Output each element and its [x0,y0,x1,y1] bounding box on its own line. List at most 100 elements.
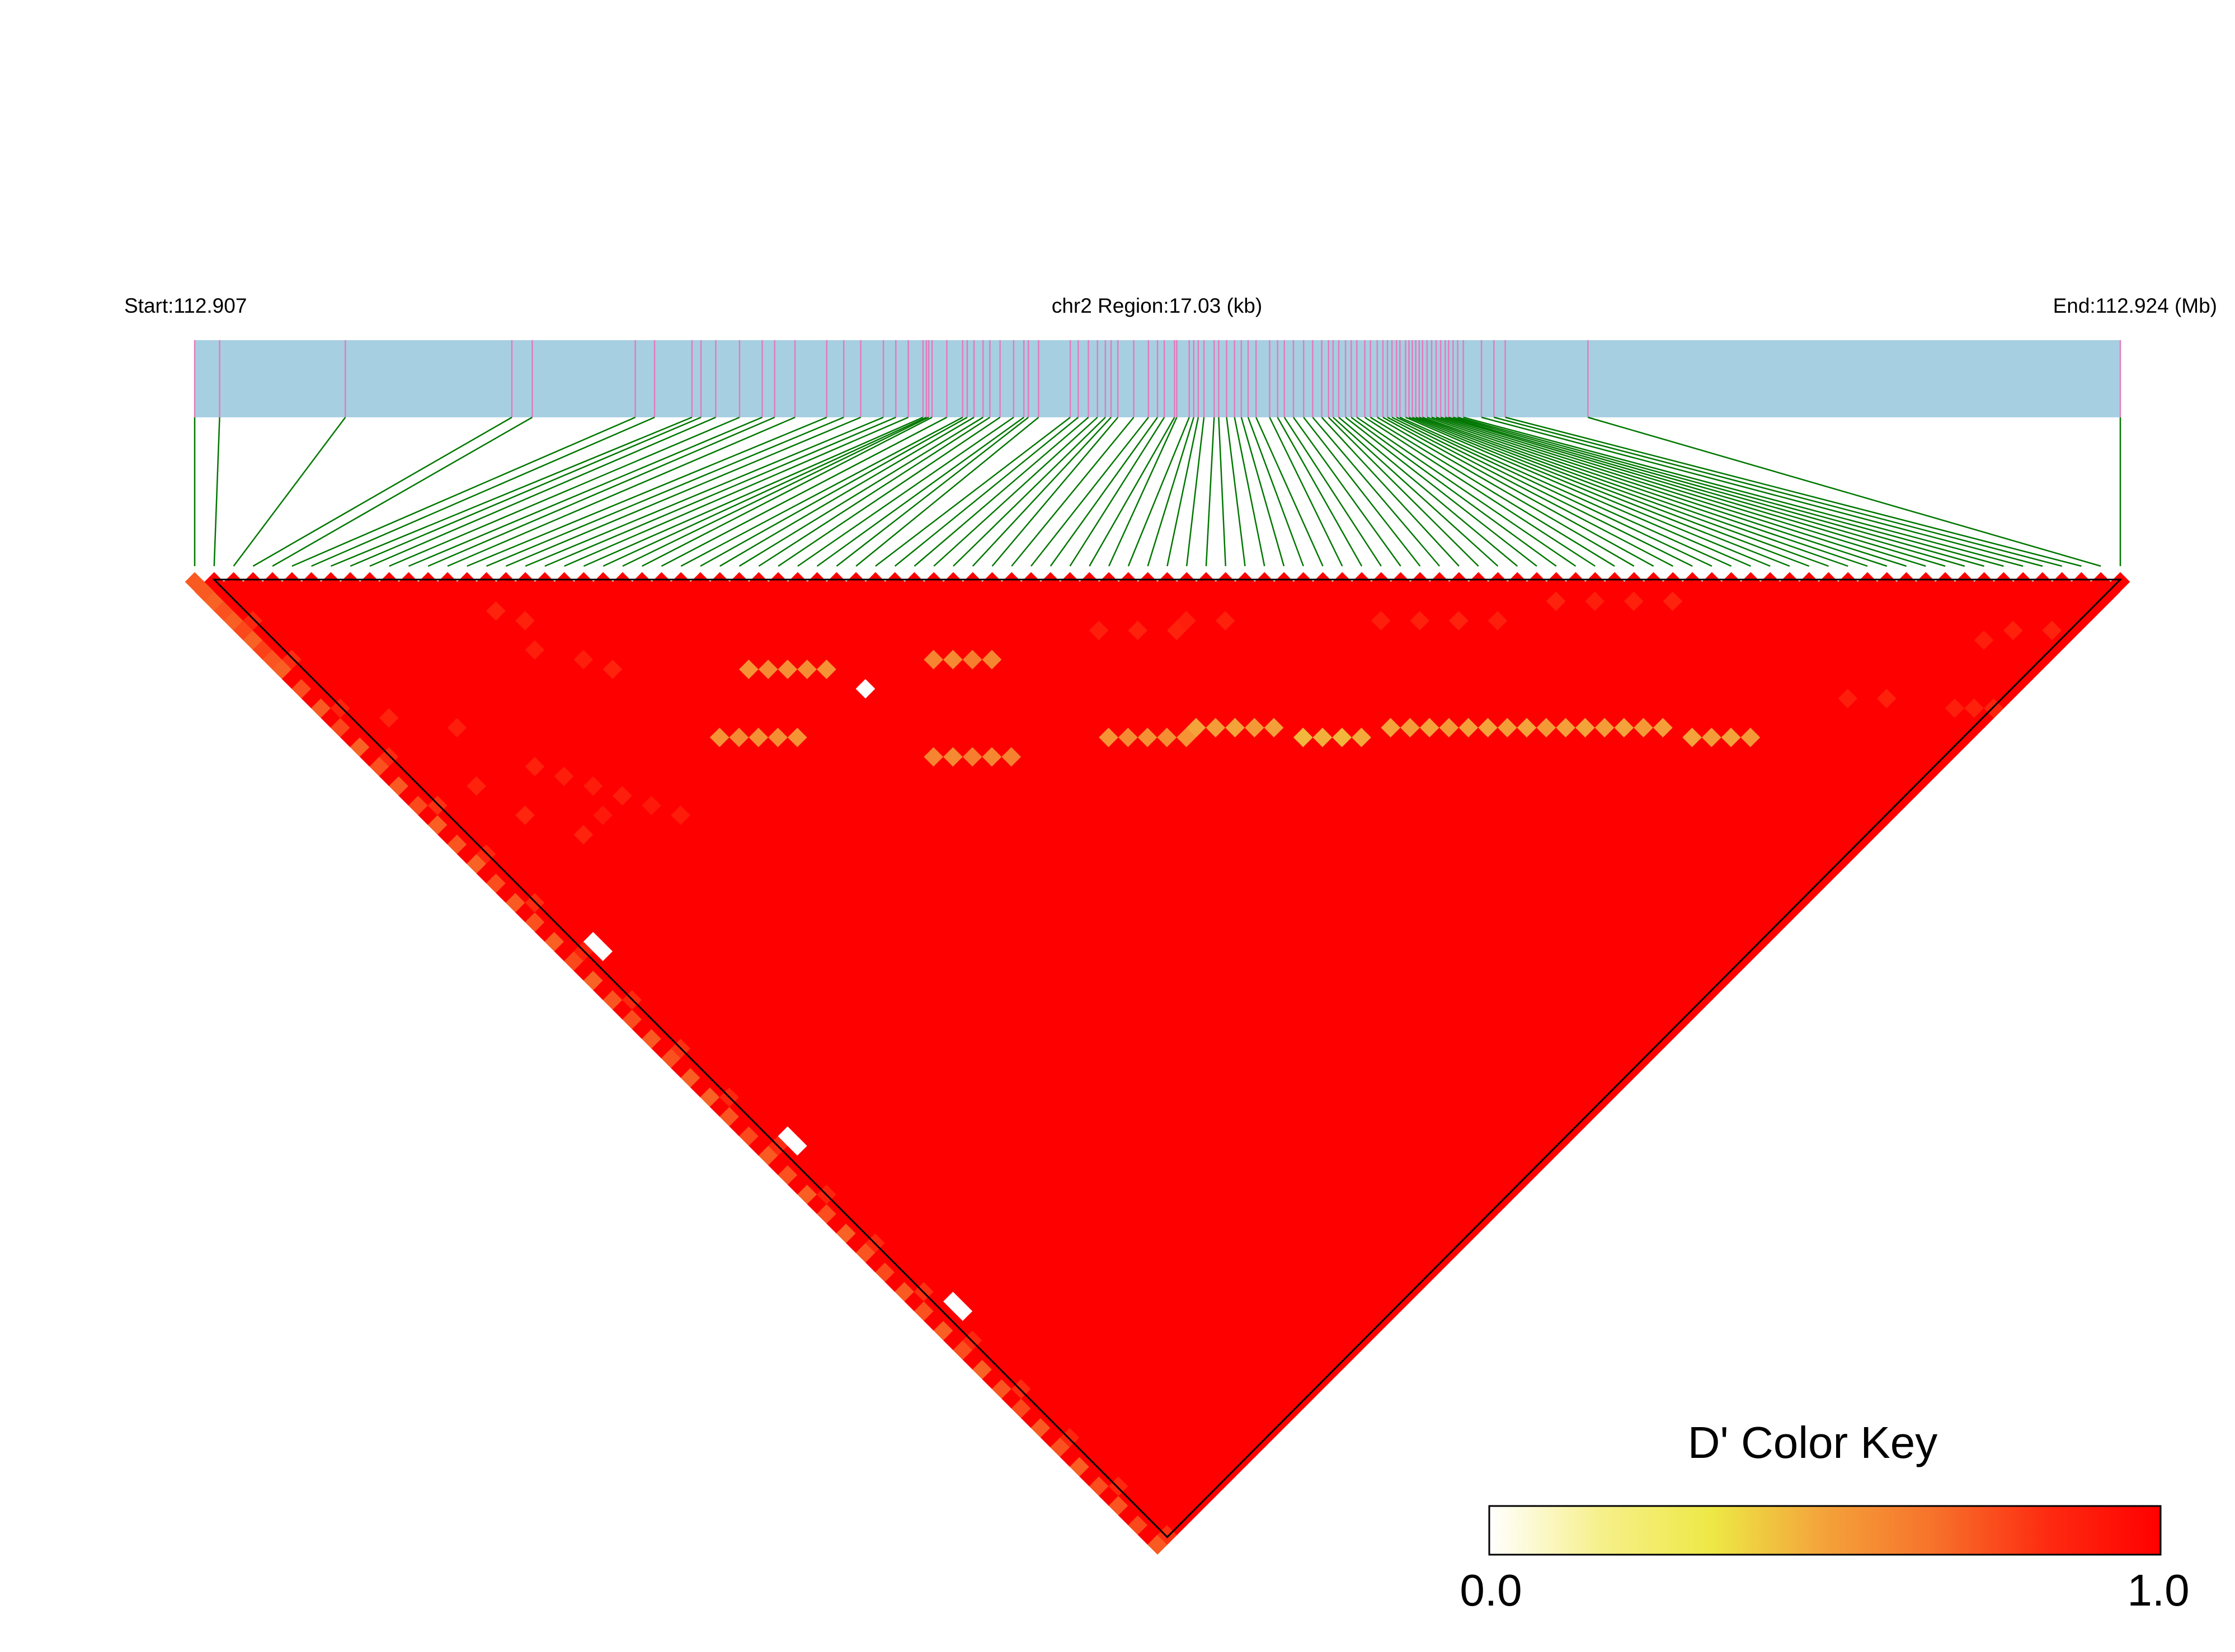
snp-connector [1391,416,1693,567]
snp-connector [642,416,933,567]
snp-connector [1127,417,1190,567]
snp-connector [933,417,1098,567]
snp-connector [330,416,693,567]
snp-connector [1166,417,1199,567]
snp-connector [953,417,1106,567]
snp-connector [350,416,702,567]
snp-connector [738,416,984,567]
snp-connector [233,417,346,567]
snp-connector [1269,417,1343,567]
snp-connector [1147,417,1194,567]
snp-connector [1226,417,1246,567]
snp-connector [1463,416,2024,567]
snp-connector [972,417,1112,567]
snp-connector [1351,416,1557,567]
snp-connector [778,416,1001,567]
snp-connector [525,416,884,567]
snp-connector [1011,417,1135,567]
snp-connector [1436,416,1907,567]
snp-connector [1405,416,1751,567]
snp-connector [467,416,827,567]
snp-connector [1431,416,1888,567]
snp-connector-group [194,416,2121,567]
snp-connector [816,416,1024,567]
snp-connector [1588,416,2101,567]
snp-connector [564,416,909,567]
snp-connector [1108,417,1178,567]
snp-connector [1332,417,1499,567]
snp-connector [719,416,975,567]
snp-connector [1234,417,1265,567]
snp-connector [389,416,740,567]
snp-connector [369,416,716,567]
snp-connector [1338,417,1518,567]
snp-connector [1422,416,1848,567]
snp-connector [1396,416,1712,567]
snp-connector [1505,416,2082,567]
snp-connector [427,416,775,567]
snp-connector [622,416,929,567]
snp-connector [1370,416,1615,567]
snp-connector [486,416,844,567]
region-label: chr2 Region:17.03 (kb) [1052,294,1262,317]
snp-connector [1050,417,1159,567]
snp-connector [1321,417,1460,567]
snp-connector [1185,417,1205,567]
snp-connector [1247,417,1304,567]
snp-connector [1494,416,2063,567]
snp-connector [447,416,796,567]
snp-connector [855,417,1039,567]
snp-connector [1453,416,1984,567]
snp-connector [836,417,1029,567]
snp-connector [252,416,512,567]
snp-connector [1382,416,1654,567]
snp-connector [1419,416,1829,567]
snp-connector [1283,417,1382,567]
snp-connector [311,416,655,567]
snp-connector [1240,417,1285,567]
snp-connector [1399,416,1732,567]
snp-connector [1255,417,1324,567]
snp-connector [272,416,533,567]
snp-connector [1412,416,1790,567]
snp-connector [797,416,1014,567]
snp-connector [1440,416,1926,567]
snp-connector [1292,417,1401,567]
snp-connector [1205,417,1215,567]
snp-connector [914,417,1089,567]
ld-cell-group [185,572,2130,1555]
snp-connector [1303,417,1421,567]
snp-tick-group [194,340,2121,417]
snp-connector [758,416,991,567]
snp-connector [1069,417,1165,567]
snp-connector [1427,416,1868,567]
snp-connector [1457,416,2004,567]
snp-connector [680,416,963,567]
snp-connector [1387,416,1673,567]
snp-connector [213,417,220,567]
snp-connector [1444,416,1946,567]
snp-connector [894,417,1079,567]
snp-connector [1415,416,1810,567]
snp-connector [1481,416,2043,567]
snp-connector [991,417,1119,567]
snp-connector [1218,417,1226,567]
snp-connector [1089,417,1175,567]
snp-connector [291,416,636,567]
end-label: End:112.924 (Mb) [2053,294,2217,317]
snp-connector [661,416,947,567]
snp-connector [505,416,862,567]
snp-connector [408,416,763,567]
snp-connector [1448,416,1965,567]
snp-connector [1345,417,1537,567]
snp-connector [1328,417,1479,567]
snp-connector [583,416,924,567]
snp-connector [875,417,1071,567]
snp-connector [1031,417,1149,567]
snp-connector [603,416,927,567]
snp-connector [1377,416,1635,567]
snp-connector [1356,416,1577,567]
snp-connector [544,416,896,567]
snp-connector [1364,416,1596,567]
